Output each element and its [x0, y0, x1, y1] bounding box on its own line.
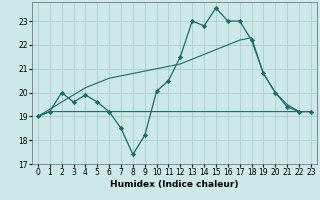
X-axis label: Humidex (Indice chaleur): Humidex (Indice chaleur): [110, 180, 239, 189]
